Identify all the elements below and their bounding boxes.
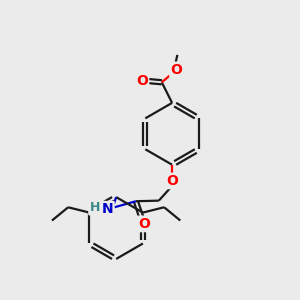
Text: O: O	[171, 63, 182, 77]
Text: O: O	[166, 174, 178, 188]
Text: H: H	[89, 201, 100, 214]
Text: O: O	[136, 74, 148, 88]
Text: N: N	[102, 202, 113, 216]
Text: O: O	[138, 217, 150, 231]
